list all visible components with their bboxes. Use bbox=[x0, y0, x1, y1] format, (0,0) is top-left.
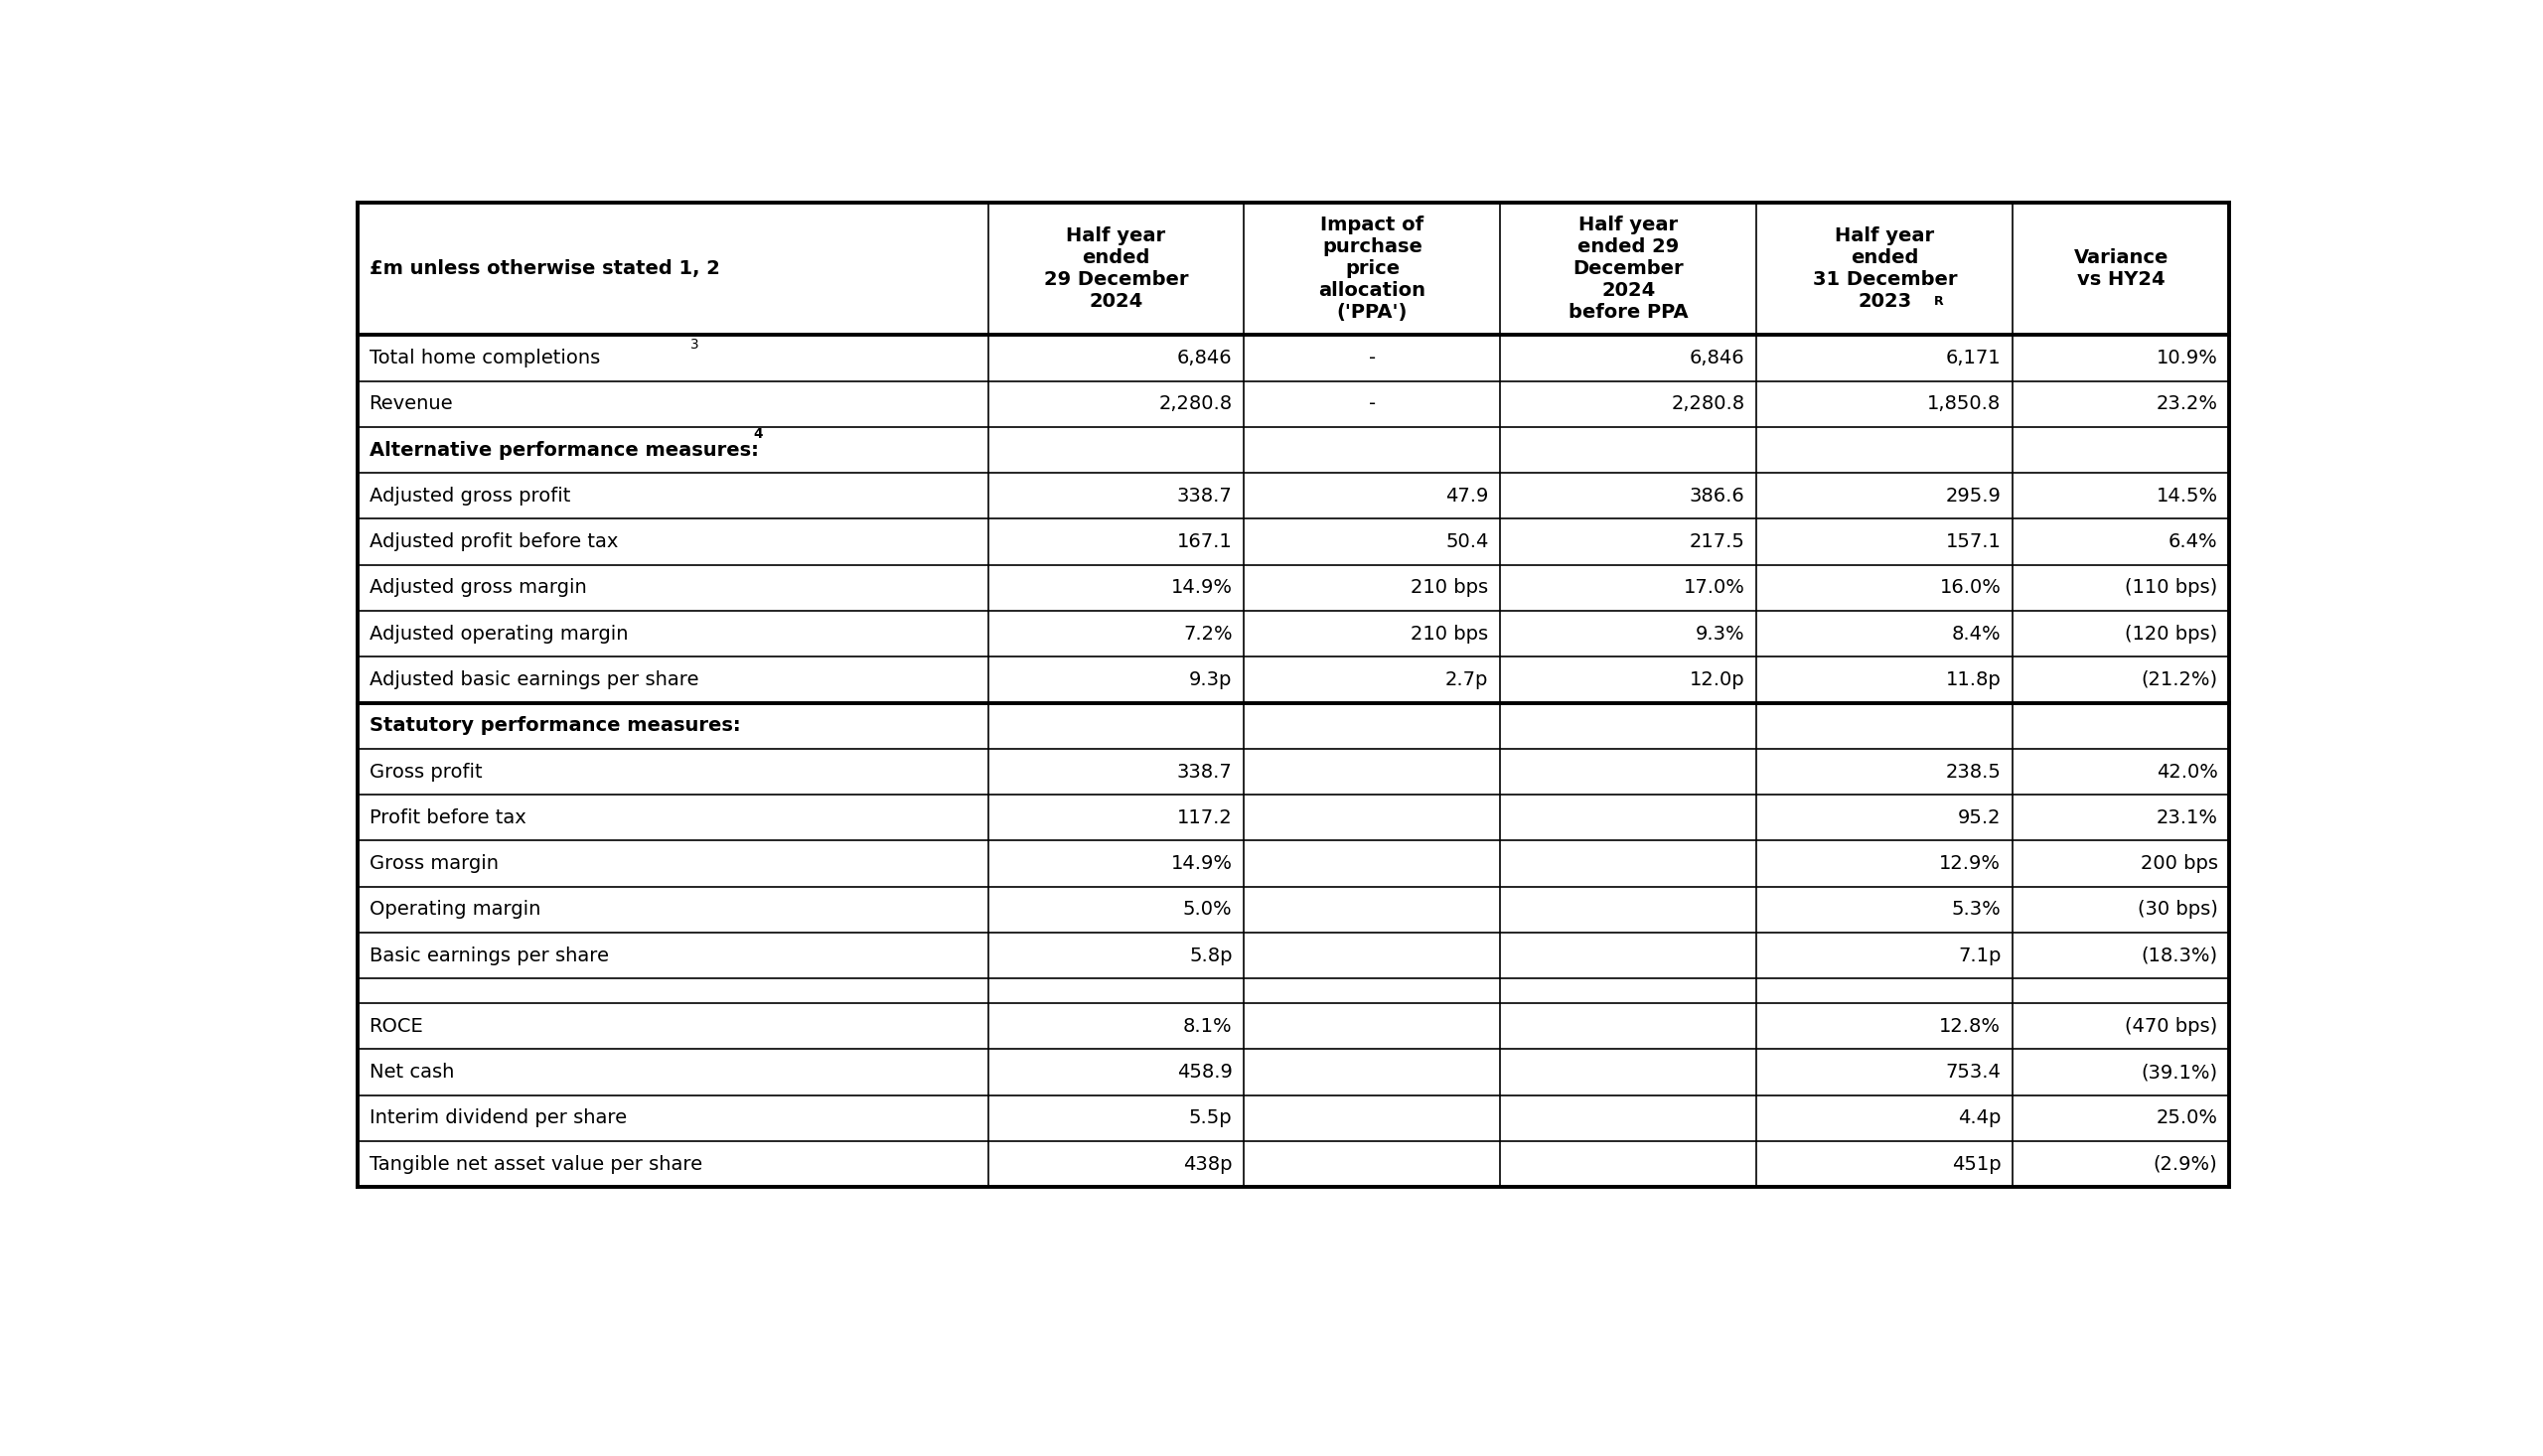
Text: ROCE: ROCE bbox=[369, 1016, 425, 1035]
Text: 386.6: 386.6 bbox=[1689, 486, 1744, 505]
Text: £m unless otherwise stated 1, 2: £m unless otherwise stated 1, 2 bbox=[369, 259, 720, 278]
Text: 12.0p: 12.0p bbox=[1689, 670, 1744, 689]
Text: 217.5: 217.5 bbox=[1689, 533, 1744, 552]
Text: 5.8p: 5.8p bbox=[1190, 946, 1233, 965]
Text: -: - bbox=[1368, 395, 1376, 414]
Text: 4.4p: 4.4p bbox=[1958, 1108, 2001, 1127]
Text: 42.0%: 42.0% bbox=[2156, 763, 2217, 782]
Text: Basic earnings per share: Basic earnings per share bbox=[369, 946, 608, 965]
Text: Profit before tax: Profit before tax bbox=[369, 808, 526, 827]
Text: 210 bps: 210 bps bbox=[1411, 578, 1488, 597]
Text: 10.9%: 10.9% bbox=[2156, 348, 2217, 367]
Text: 117.2: 117.2 bbox=[1177, 808, 1233, 827]
Text: 167.1: 167.1 bbox=[1177, 533, 1233, 552]
Text: (470 bps): (470 bps) bbox=[2126, 1016, 2217, 1035]
Text: 458.9: 458.9 bbox=[1177, 1063, 1233, 1082]
Text: 2,280.8: 2,280.8 bbox=[1160, 395, 1233, 414]
Text: (30 bps): (30 bps) bbox=[2139, 900, 2217, 919]
Text: Total home completions: Total home completions bbox=[369, 348, 605, 367]
Text: (2.9%): (2.9%) bbox=[2154, 1155, 2217, 1174]
Text: R: R bbox=[1935, 296, 1943, 309]
Text: 9.3p: 9.3p bbox=[1190, 670, 1233, 689]
Text: 7.2%: 7.2% bbox=[1182, 625, 1233, 644]
Text: 295.9: 295.9 bbox=[1945, 486, 2001, 505]
Text: 6,846: 6,846 bbox=[1177, 348, 1233, 367]
Text: Gross margin: Gross margin bbox=[369, 855, 498, 874]
Text: Operating margin: Operating margin bbox=[369, 900, 539, 919]
Text: 338.7: 338.7 bbox=[1177, 486, 1233, 505]
Text: Statutory performance measures:: Statutory performance measures: bbox=[369, 716, 740, 735]
Text: Adjusted gross profit: Adjusted gross profit bbox=[369, 486, 570, 505]
Text: (110 bps): (110 bps) bbox=[2126, 578, 2217, 597]
Text: 451p: 451p bbox=[1950, 1155, 2001, 1174]
Text: -: - bbox=[1368, 348, 1376, 367]
Text: 753.4: 753.4 bbox=[1945, 1063, 2001, 1082]
Text: Revenue: Revenue bbox=[369, 395, 453, 414]
Text: 14.9%: 14.9% bbox=[1170, 855, 1233, 874]
Text: 16.0%: 16.0% bbox=[1940, 578, 2001, 597]
Text: Half year
ended
31 December
2023: Half year ended 31 December 2023 bbox=[1813, 227, 1958, 312]
Text: 50.4: 50.4 bbox=[1444, 533, 1488, 552]
Text: 200 bps: 200 bps bbox=[2141, 855, 2217, 874]
Text: 338.7: 338.7 bbox=[1177, 763, 1233, 782]
Text: 8.4%: 8.4% bbox=[1950, 625, 2001, 644]
Text: 5.0%: 5.0% bbox=[1182, 900, 1233, 919]
Text: 5.3%: 5.3% bbox=[1950, 900, 2001, 919]
Text: 157.1: 157.1 bbox=[1945, 533, 2001, 552]
Text: 7.1p: 7.1p bbox=[1958, 946, 2001, 965]
Text: 47.9: 47.9 bbox=[1444, 486, 1488, 505]
Text: (21.2%): (21.2%) bbox=[2141, 670, 2217, 689]
Text: 438p: 438p bbox=[1182, 1155, 1233, 1174]
Text: 17.0%: 17.0% bbox=[1683, 578, 1744, 597]
Text: 12.9%: 12.9% bbox=[1940, 855, 2001, 874]
Text: Half year
ended 29
December
2024
before PPA: Half year ended 29 December 2024 before … bbox=[1569, 215, 1689, 322]
Text: Adjusted operating margin: Adjusted operating margin bbox=[369, 625, 628, 644]
Text: Net cash: Net cash bbox=[369, 1063, 453, 1082]
Text: Adjusted profit before tax: Adjusted profit before tax bbox=[369, 533, 618, 552]
Text: 4: 4 bbox=[753, 427, 763, 441]
Text: 95.2: 95.2 bbox=[1958, 808, 2001, 827]
Text: 1,850.8: 1,850.8 bbox=[1928, 395, 2001, 414]
Text: 238.5: 238.5 bbox=[1945, 763, 2001, 782]
Text: 6.4%: 6.4% bbox=[2169, 533, 2217, 552]
Text: 210 bps: 210 bps bbox=[1411, 625, 1488, 644]
Text: 6,171: 6,171 bbox=[1945, 348, 2001, 367]
Text: Impact of
purchase
price
allocation
('PPA'): Impact of purchase price allocation ('PP… bbox=[1320, 215, 1427, 322]
Text: 2,280.8: 2,280.8 bbox=[1671, 395, 1744, 414]
Text: Variance
vs HY24: Variance vs HY24 bbox=[2073, 249, 2169, 290]
Text: Tangible net asset value per share: Tangible net asset value per share bbox=[369, 1155, 702, 1174]
Text: 5.5p: 5.5p bbox=[1190, 1108, 1233, 1127]
Text: 23.2%: 23.2% bbox=[2156, 395, 2217, 414]
Text: Adjusted basic earnings per share: Adjusted basic earnings per share bbox=[369, 670, 699, 689]
Text: Gross profit: Gross profit bbox=[369, 763, 483, 782]
Text: Adjusted gross margin: Adjusted gross margin bbox=[369, 578, 587, 597]
Text: 11.8p: 11.8p bbox=[1945, 670, 2001, 689]
Text: Half year
ended
29 December
2024: Half year ended 29 December 2024 bbox=[1043, 227, 1188, 312]
Text: 6,846: 6,846 bbox=[1689, 348, 1744, 367]
Text: 14.5%: 14.5% bbox=[2156, 486, 2217, 505]
Text: 8.1%: 8.1% bbox=[1182, 1016, 1233, 1035]
Text: 9.3%: 9.3% bbox=[1696, 625, 1744, 644]
Text: 23.1%: 23.1% bbox=[2156, 808, 2217, 827]
Text: 2.7p: 2.7p bbox=[1444, 670, 1488, 689]
Text: 12.8%: 12.8% bbox=[1940, 1016, 2001, 1035]
Text: Interim dividend per share: Interim dividend per share bbox=[369, 1108, 626, 1127]
Text: (120 bps): (120 bps) bbox=[2126, 625, 2217, 644]
Text: (18.3%): (18.3%) bbox=[2141, 946, 2217, 965]
Text: 3: 3 bbox=[689, 338, 699, 351]
Text: (39.1%): (39.1%) bbox=[2141, 1063, 2217, 1082]
Text: 25.0%: 25.0% bbox=[2156, 1108, 2217, 1127]
Text: 14.9%: 14.9% bbox=[1170, 578, 1233, 597]
Text: Alternative performance measures:: Alternative performance measures: bbox=[369, 441, 758, 460]
